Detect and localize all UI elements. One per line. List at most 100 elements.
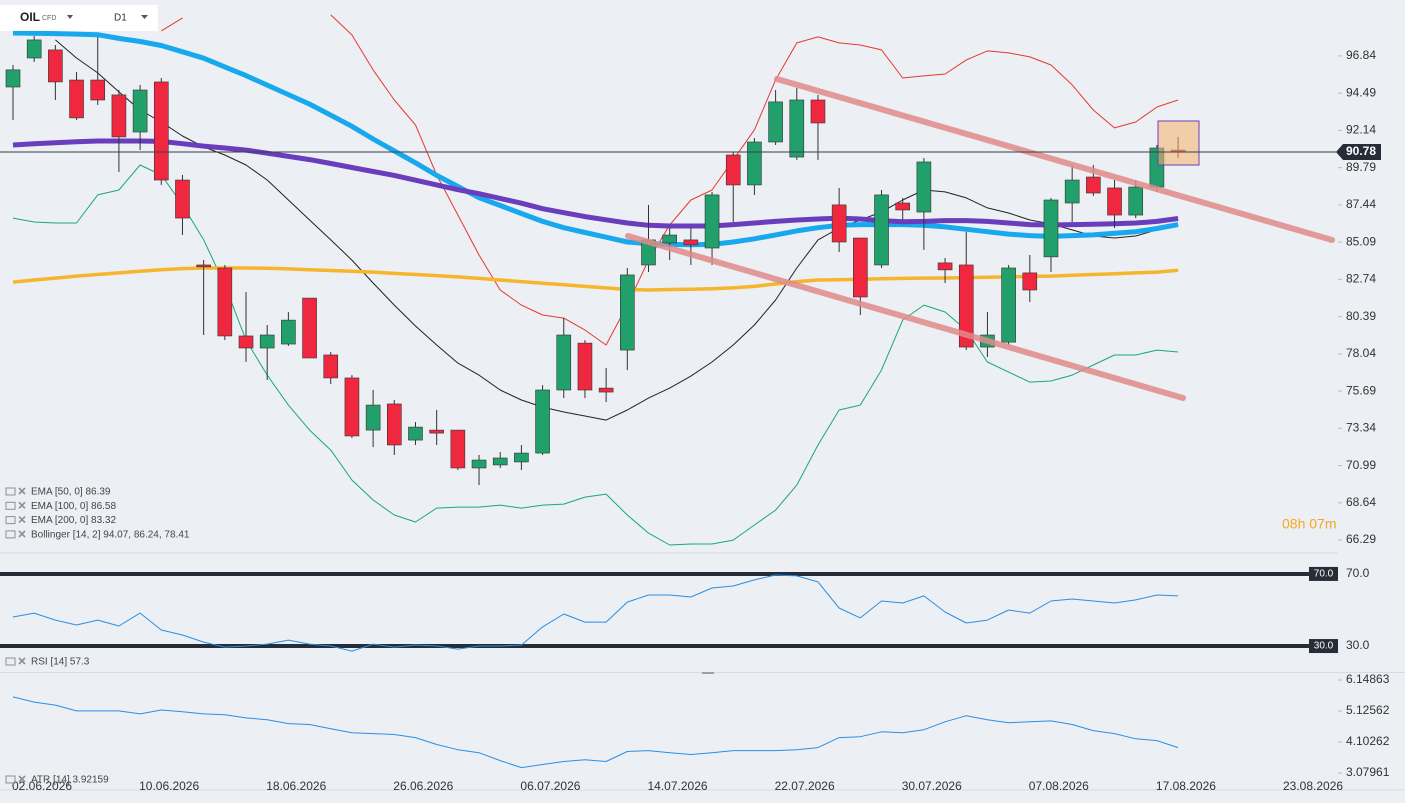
x-tick-label: 18.06.2026: [266, 779, 326, 793]
candle-body: [281, 319, 296, 345]
symbol: OIL: [20, 10, 40, 24]
candle-countdown: 08h 07m: [1282, 516, 1336, 532]
candle-body: [747, 141, 762, 186]
legend-icon: [5, 775, 16, 784]
legend-icon: [5, 530, 16, 539]
candle-body: [175, 179, 190, 219]
indicator-line: [12, 574, 1179, 652]
y-tick-label: 75.69: [1346, 383, 1376, 397]
y-tick-label: 68.64: [1346, 495, 1376, 509]
candle-body: [323, 354, 339, 379]
candle-body: [789, 99, 805, 158]
y-tick-label: 89.79: [1346, 160, 1376, 174]
legend-label: ATR [14] 3.92159: [31, 775, 109, 786]
legend-label: RSI [14] 57.3: [31, 657, 90, 668]
candle-body: [704, 194, 720, 249]
dropdown-arrow[interactable]: [141, 15, 148, 19]
legend-icon: [5, 487, 16, 496]
candle-body: [238, 335, 254, 349]
legend-entry: RSI [14] 57.3: [5, 657, 90, 668]
y-tick-label: 66.29: [1346, 532, 1376, 546]
x-tick-label: 10.06.2026: [139, 779, 199, 793]
symbol-kind: CFD: [42, 15, 56, 22]
y-tick-label: 78.04: [1346, 346, 1376, 360]
candle-body: [1107, 187, 1122, 216]
candle-body: [153, 81, 169, 181]
legend-label: Bollinger [14, 2] 94.07, 86.24, 78.41: [31, 530, 190, 541]
y-tick-label: 82.74: [1346, 272, 1376, 286]
dropdown-arrow[interactable]: [67, 15, 73, 19]
trend-line[interactable]: [625, 233, 1186, 401]
y-tick-label: 4.10262: [1346, 734, 1390, 748]
candle-body: [1043, 199, 1059, 258]
remove-icon[interactable]: [18, 487, 26, 495]
y-tick-label: 96.84: [1346, 48, 1376, 62]
candle-body: [429, 429, 444, 434]
candle-body: [1086, 176, 1101, 194]
candle-body: [492, 457, 508, 466]
candle-body: [1022, 272, 1038, 291]
remove-icon[interactable]: [18, 657, 26, 665]
candle-body: [196, 264, 211, 268]
ema-line: [12, 266, 1179, 292]
candle-body: [577, 342, 593, 391]
y-tick-label: 87.44: [1346, 197, 1376, 211]
candle-body: [535, 389, 550, 454]
x-tick-label: 26.06.2026: [393, 779, 453, 793]
candle-body: [514, 452, 529, 463]
legend-entry: EMA [200, 0] 83.32: [5, 515, 116, 526]
candle-body: [1001, 267, 1016, 343]
candle-body: [344, 377, 360, 437]
ema-line: [12, 30, 1179, 248]
candle-body: [90, 79, 106, 101]
candle-body: [471, 459, 487, 469]
candle-body: [69, 79, 84, 119]
trend-line[interactable]: [774, 76, 1335, 243]
candle-body: [302, 297, 317, 359]
candle-body: [217, 267, 233, 337]
candle-body: [598, 387, 614, 393]
candle-body: [916, 161, 932, 213]
candle-body: [365, 404, 381, 431]
x-tick-label: 17.08.2026: [1156, 779, 1216, 793]
y-tick-label: 70.0: [1314, 569, 1334, 580]
y-tick-label: 73.34: [1346, 421, 1376, 435]
y-tick-label: 5.12562: [1346, 703, 1390, 717]
x-tick-label: 02.06.2026: [12, 779, 72, 793]
legend-entry: EMA [100, 0] 86.58: [5, 501, 116, 512]
y-tick-label: 70.0: [1346, 566, 1370, 580]
x-tick-label: 30.07.2026: [902, 779, 962, 793]
bollinger-upper: [161, 14, 1179, 346]
highlight-box[interactable]: [1157, 120, 1200, 166]
y-tick-label: 3.07961: [1346, 765, 1390, 779]
legend-entry: ATR [14] 3.92159: [5, 775, 109, 786]
legend-icon: [5, 516, 16, 525]
candle-body: [386, 403, 402, 446]
y-tick-label: 94.49: [1346, 85, 1376, 99]
ema-line: [12, 138, 1179, 229]
remove-icon[interactable]: [18, 775, 26, 783]
remove-icon[interactable]: [18, 501, 26, 509]
y-tick-label: 30.0: [1314, 641, 1334, 652]
legend-label: EMA [100, 0] 86.58: [31, 501, 116, 512]
remove-icon[interactable]: [18, 530, 26, 538]
candle-body: [853, 237, 868, 298]
candle-body: [111, 94, 127, 138]
candle-body: [620, 274, 635, 351]
candle-body: [810, 99, 826, 124]
remove-icon[interactable]: [18, 516, 26, 524]
y-tick-label: 30.0: [1346, 638, 1370, 652]
y-tick-label: 80.39: [1346, 309, 1376, 323]
legend-entry: EMA [50, 0] 86.39: [5, 487, 111, 498]
symbol-box[interactable]: [0, 5, 158, 31]
candle-body: [556, 334, 572, 391]
candle-body: [408, 426, 423, 441]
x-tick-label: 06.07.2026: [520, 779, 580, 793]
y-tick-label: 70.99: [1346, 458, 1376, 472]
candle-body: [132, 89, 148, 133]
candle-body: [5, 69, 21, 88]
legend-icon: [5, 657, 16, 666]
candle-body: [450, 429, 466, 469]
candle-body: [874, 194, 889, 266]
